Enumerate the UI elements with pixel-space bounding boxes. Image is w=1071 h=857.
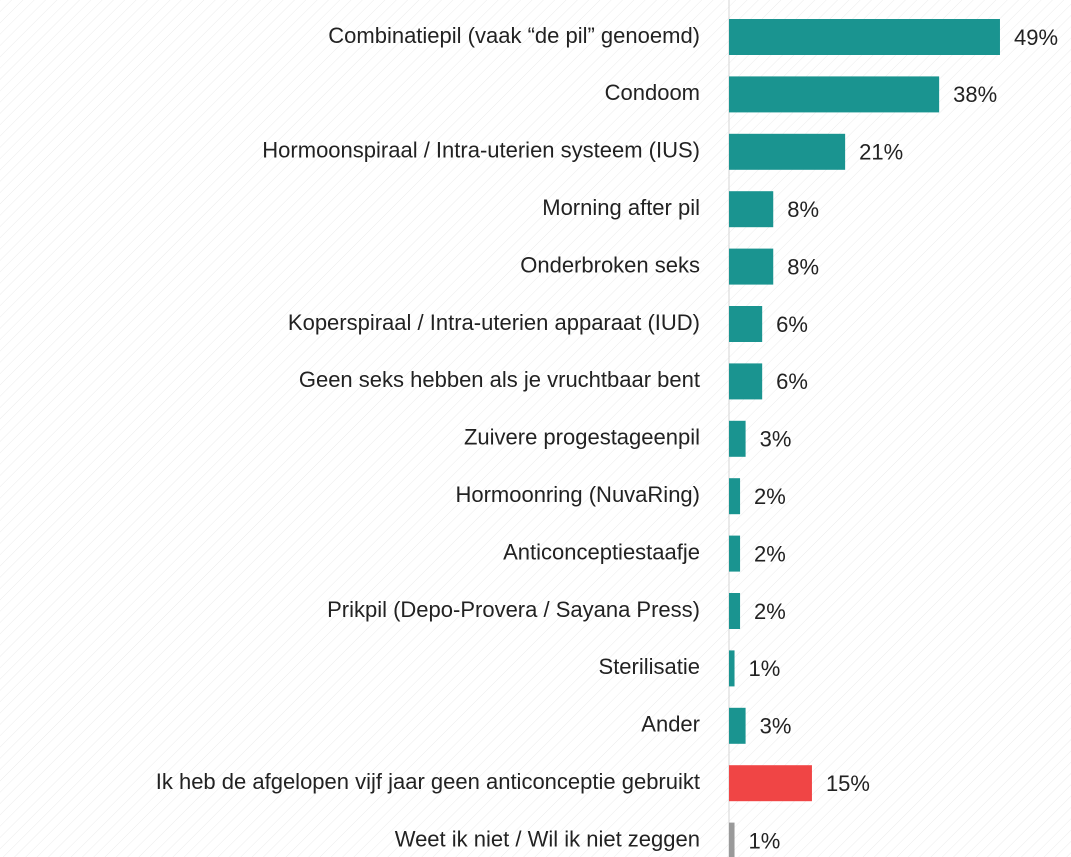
bar <box>729 593 741 629</box>
category-label: Geen seks hebben als je vruchtbaar bent <box>299 367 700 392</box>
category-label: Ik heb de afgelopen vijf jaar geen antic… <box>156 769 700 794</box>
category-label: Condoom <box>605 80 700 105</box>
bar <box>729 765 812 802</box>
bar <box>729 363 763 400</box>
value-label: 8% <box>787 197 819 222</box>
bar <box>729 478 741 515</box>
category-label: Onderbroken seks <box>520 252 700 277</box>
bar <box>729 306 763 342</box>
value-label: 15% <box>826 771 870 796</box>
value-label: 2% <box>754 599 786 624</box>
category-label: Prikpil (Depo-Provera / Sayana Press) <box>327 597 700 622</box>
value-label: 49% <box>1014 25 1058 50</box>
bar <box>729 707 746 744</box>
value-label: 2% <box>754 484 786 509</box>
category-label: Combinatiepil (vaak “de pil” genoemd) <box>328 23 700 48</box>
value-label: 2% <box>754 541 786 566</box>
value-label: 6% <box>776 369 808 394</box>
category-label: Morning after pil <box>542 195 700 220</box>
value-label: 1% <box>749 828 781 853</box>
value-label: 8% <box>787 254 819 279</box>
value-label: 1% <box>749 656 781 681</box>
value-label: 3% <box>760 714 792 739</box>
bar <box>729 133 846 170</box>
category-label: Koperspiraal / Intra-uterien apparaat (I… <box>288 310 700 335</box>
value-label: 38% <box>953 82 997 107</box>
value-label: 3% <box>760 427 792 452</box>
bar <box>729 420 746 457</box>
category-label: Zuivere progestageenpil <box>464 425 700 450</box>
category-label: Hormoonring (NuvaRing) <box>455 482 700 507</box>
category-label: Weet ik niet / Wil ik niet zeggen <box>395 826 700 851</box>
bar <box>729 535 741 572</box>
value-label: 21% <box>859 140 903 165</box>
bar <box>729 76 940 113</box>
bar <box>729 19 1000 55</box>
bar <box>729 191 774 228</box>
value-label: 6% <box>776 312 808 337</box>
category-label: Hormoonspiraal / Intra-uterien systeem (… <box>262 138 700 163</box>
bar <box>729 822 735 857</box>
category-label: Sterilisatie <box>599 654 700 679</box>
category-label: Anticonceptiestaafje <box>503 539 700 564</box>
bar <box>729 650 735 687</box>
bar <box>729 248 774 285</box>
category-label: Ander <box>641 712 700 737</box>
